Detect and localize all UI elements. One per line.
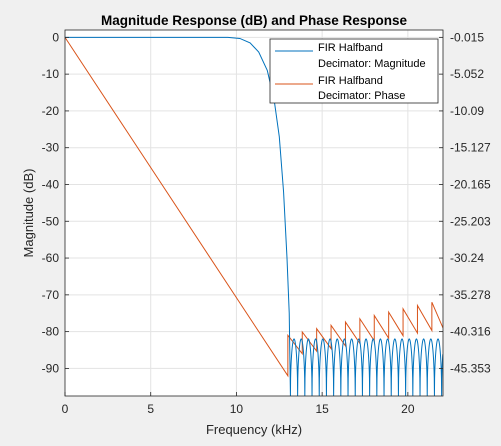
y-tick-label: 0 [52, 30, 59, 44]
x-tick-label: 10 [230, 402, 244, 416]
x-tick-label: 0 [62, 402, 69, 416]
right-tick-label: -5.052 [450, 67, 484, 81]
y-tick-label: -80 [42, 325, 60, 339]
y-tick-label: -20 [42, 104, 60, 118]
x-tick-label: 20 [401, 402, 415, 416]
x-tick-label: 5 [147, 402, 154, 416]
y-tick-label: -50 [42, 214, 60, 228]
y-tick-label: -90 [42, 361, 60, 375]
legend-label-magnitude-line1: FIR Halfband [318, 42, 383, 54]
right-tick-label: -10.09 [450, 104, 484, 118]
series-line-phase [65, 37, 443, 378]
y-tick-label: -30 [42, 141, 60, 155]
right-tick-label: -30.24 [450, 251, 484, 265]
series-layer [65, 36, 443, 396]
x-tick-label: 15 [315, 402, 329, 416]
y-tick-label: -40 [42, 177, 60, 191]
series-line-magnitude [65, 36, 443, 396]
right-tick-label: -35.278 [450, 288, 491, 302]
x-axis-label: Frequency (kHz) [206, 422, 302, 437]
right-tick-label: -25.203 [450, 214, 491, 228]
plot-border [64, 29, 444, 397]
x-axis: 0 5 10 15 20 [62, 392, 415, 416]
legend[interactable]: FIR Halfband Decimator: Magnitude FIR Ha… [269, 38, 439, 104]
y-tick-label: -60 [42, 251, 60, 265]
right-tick-label: -15.127 [450, 141, 491, 155]
y-tick-label: -10 [42, 67, 60, 81]
y-axis-right: -0.015 -5.052 -10.09 -15.127 -20.165 -25.203 -… [439, 30, 491, 375]
y-tick-label: -70 [42, 288, 60, 302]
legend-label-phase-line1: FIR Halfband [318, 75, 383, 87]
right-tick-label: -0.015 [450, 30, 484, 44]
legend-label-phase-line2: Decimator: Phase [318, 90, 405, 102]
right-tick-label: -45.353 [450, 361, 491, 375]
right-tick-label: -20.165 [450, 177, 491, 191]
right-tick-label: -40.316 [450, 325, 491, 339]
legend-label-magnitude-line2: Decimator: Magnitude [318, 58, 426, 70]
chart-title: Magnitude Response (dB) and Phase Respon… [101, 13, 408, 28]
y-axis-left: 0 -10 -20 -30 -40 -50 -60 -70 -80 -90 [42, 30, 69, 375]
y-axis-label: Magnitude (dB) [21, 169, 36, 258]
legend-box [269, 38, 439, 104]
